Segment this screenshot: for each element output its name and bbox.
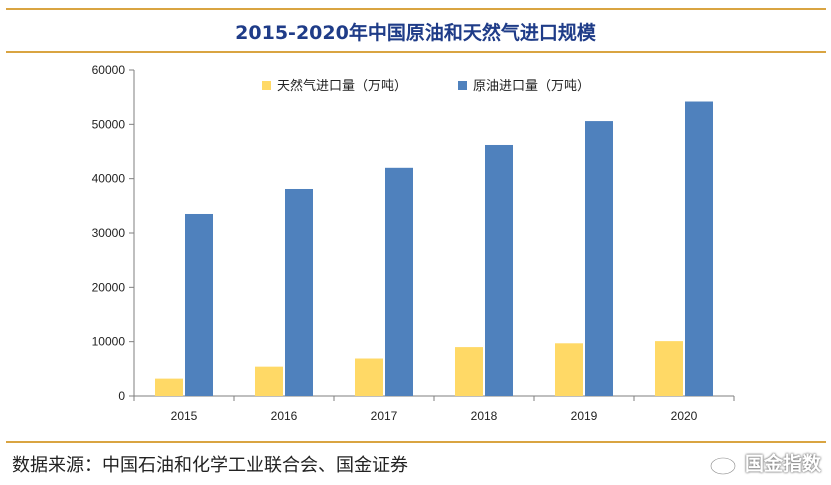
x-tick-label: 2018: [471, 409, 498, 423]
oil-bar-2020: [685, 101, 713, 396]
y-tick-label: 0: [118, 389, 125, 403]
y-tick-label: 40000: [92, 172, 126, 186]
y-tick-label: 20000: [92, 280, 126, 294]
gas-bar-2018: [455, 347, 483, 396]
weibo-icon: [709, 452, 737, 475]
y-tick-label: 10000: [92, 335, 126, 349]
watermark-text: 国金指数: [744, 453, 821, 475]
x-tick-label: 2015: [171, 409, 198, 423]
oil-bar-2015: [185, 213, 213, 396]
y-tick-label: 60000: [92, 63, 126, 77]
gas-bar-2017: [355, 358, 383, 396]
chart-title: 2015-2020年中国原油和天然气进口规模: [235, 22, 596, 44]
oil-bar-2019: [585, 121, 613, 396]
top-rule: [6, 8, 826, 10]
legend-label-1: 原油进口量（万吨）: [473, 79, 590, 94]
x-tick-label: 2020: [671, 409, 698, 423]
legend-label-0: 天然气进口量（万吨）: [277, 78, 407, 94]
legend-swatch-0: [262, 81, 271, 90]
gas-bar-2016: [255, 366, 283, 396]
x-tick-label: 2016: [271, 409, 298, 423]
x-tick-label: 2017: [371, 409, 398, 423]
gas-bar-2015: [155, 378, 183, 396]
legend-swatch-1: [458, 81, 467, 90]
source-note: 数据来源：中国石油和化学工业联合会、国金证券: [12, 455, 408, 476]
oil-bar-2016: [285, 188, 313, 396]
oil-bar-2018: [485, 144, 513, 396]
watermark: 国金指数: [709, 449, 821, 476]
footer-rule: [6, 441, 826, 443]
gas-bar-2020: [655, 341, 683, 396]
gas-bar-2019: [555, 343, 583, 396]
x-tick-label: 2019: [571, 409, 598, 423]
y-tick-label: 30000: [92, 226, 126, 240]
y-tick-label: 50000: [92, 117, 126, 131]
oil-bar-2017: [385, 167, 413, 396]
title-rule: [6, 51, 826, 53]
